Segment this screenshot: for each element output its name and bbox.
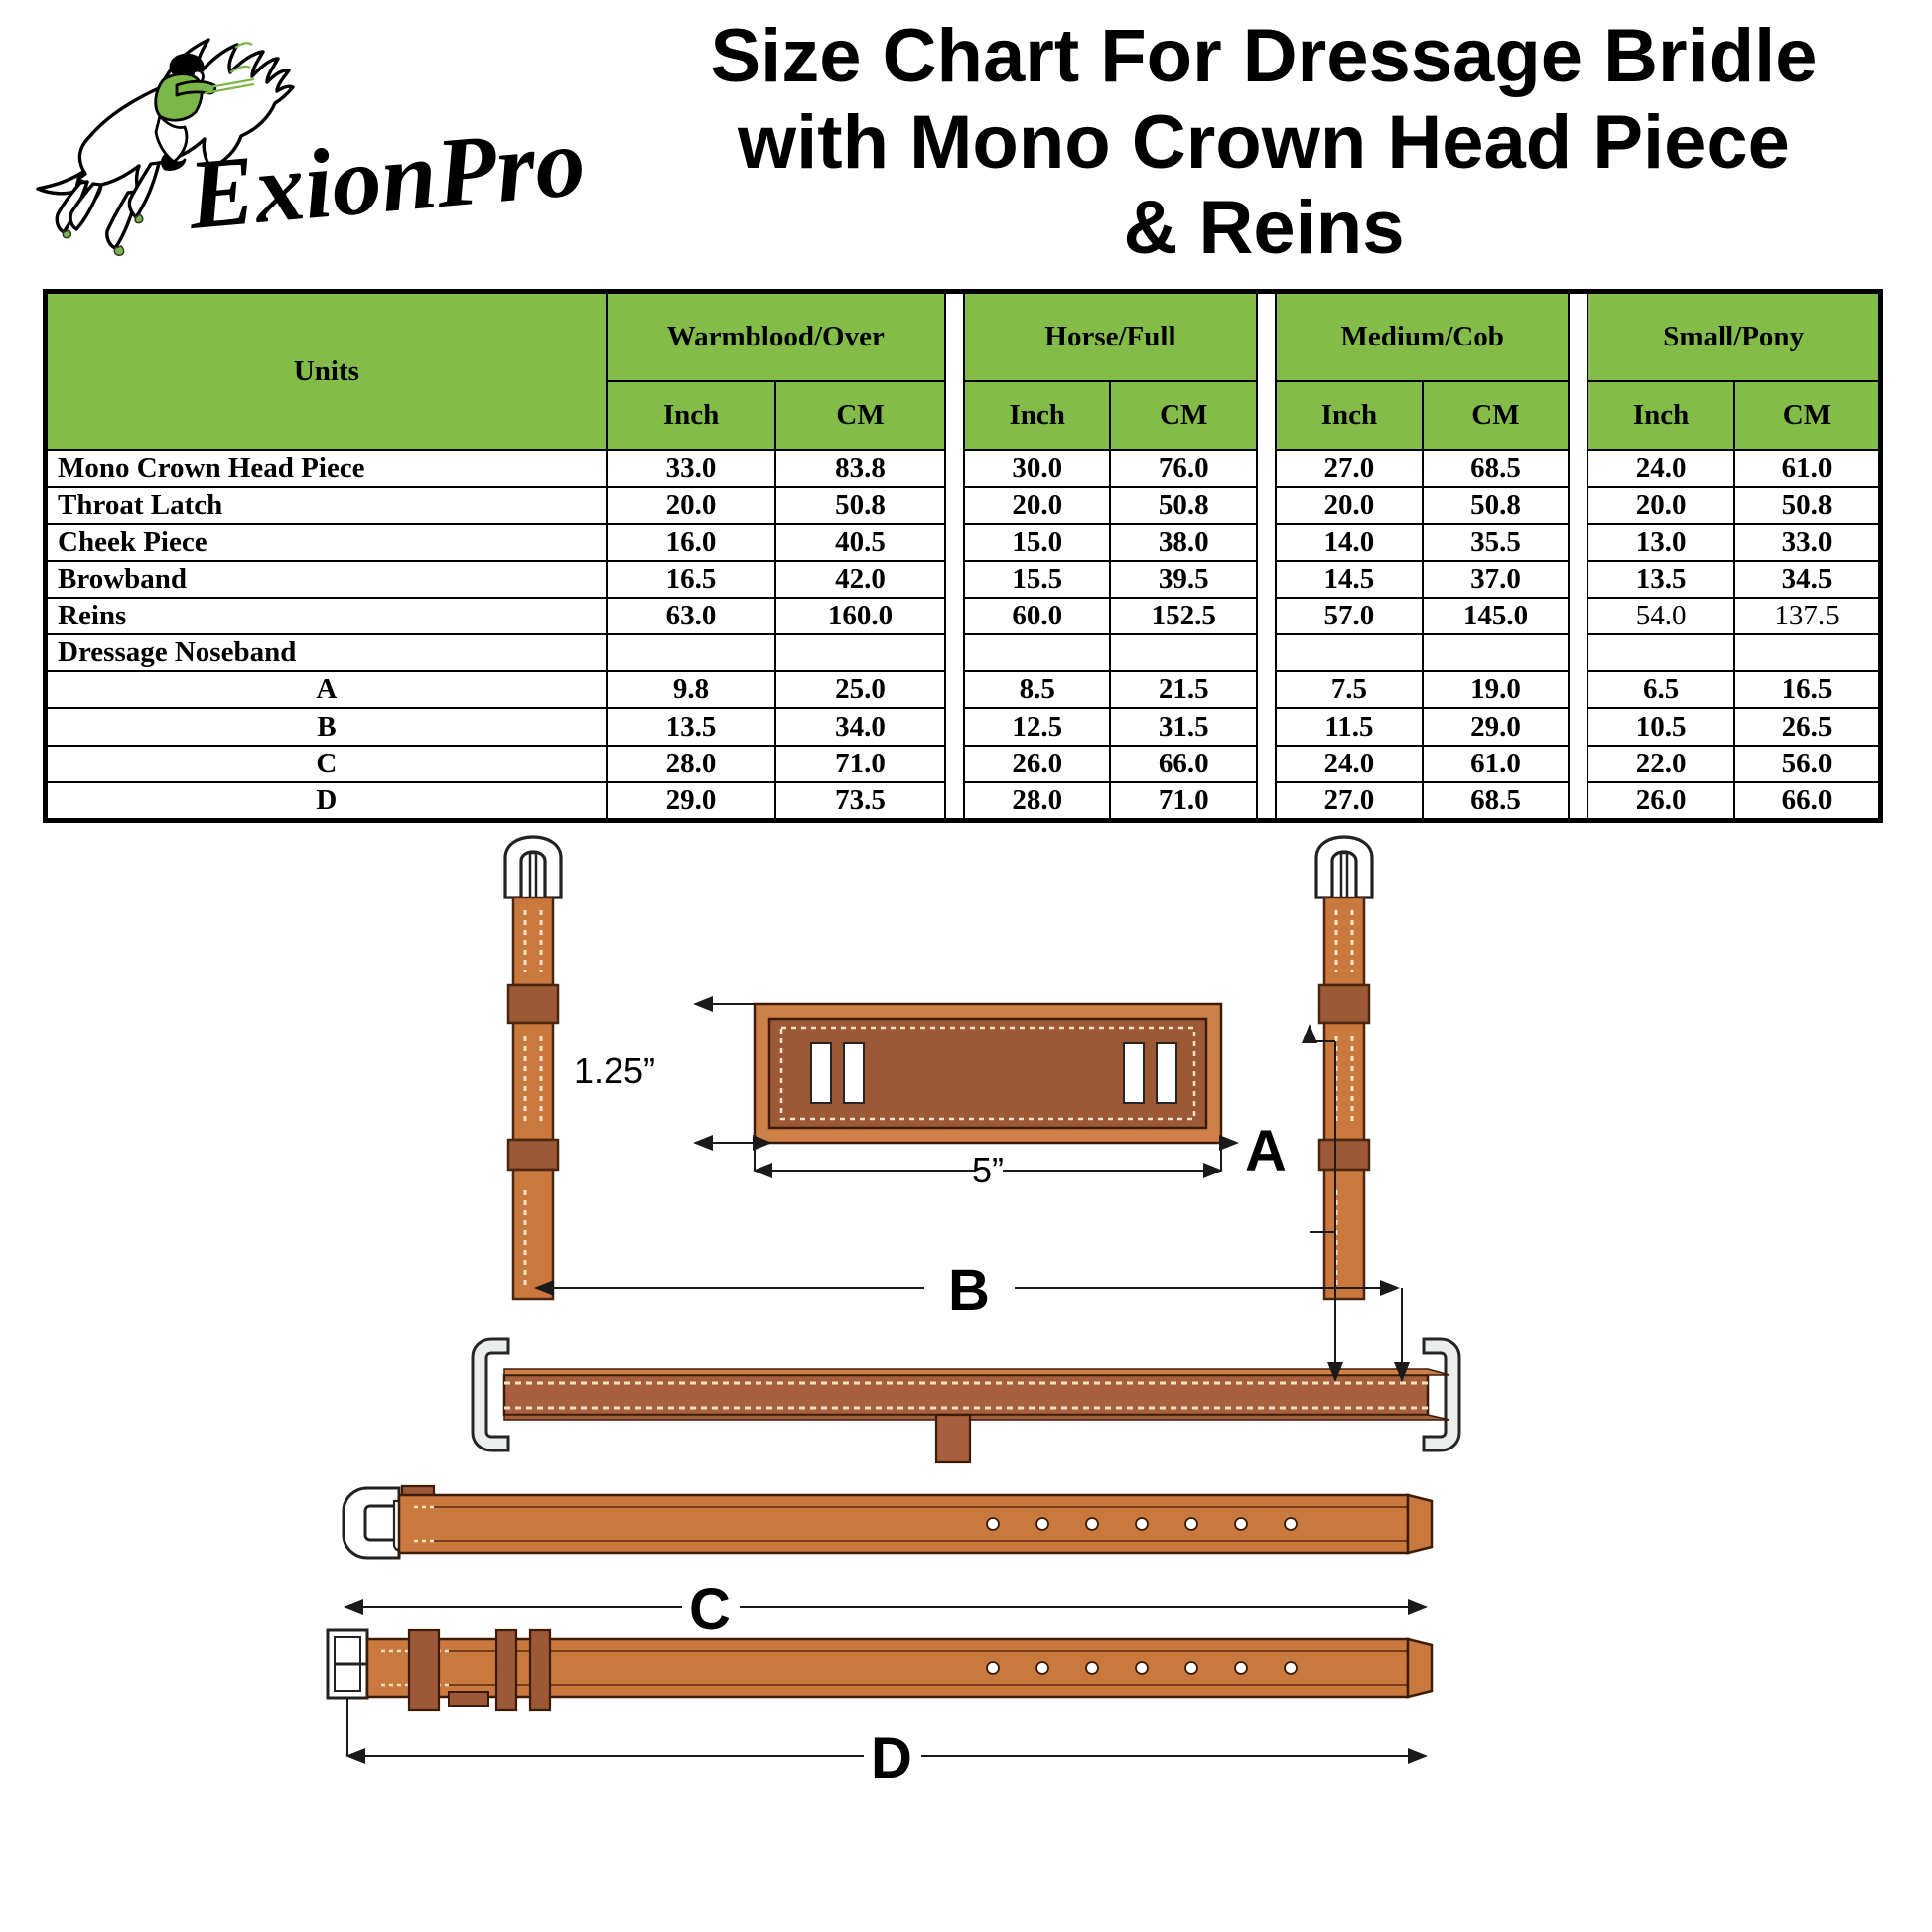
svg-text:1.25”: 1.25” xyxy=(574,1050,655,1091)
svg-text:D: D xyxy=(871,1726,912,1791)
svg-text:A: A xyxy=(1245,1119,1287,1183)
svg-text:B: B xyxy=(948,1258,990,1322)
svg-text:C: C xyxy=(689,1578,731,1642)
svg-text:5”: 5” xyxy=(972,1150,1004,1190)
